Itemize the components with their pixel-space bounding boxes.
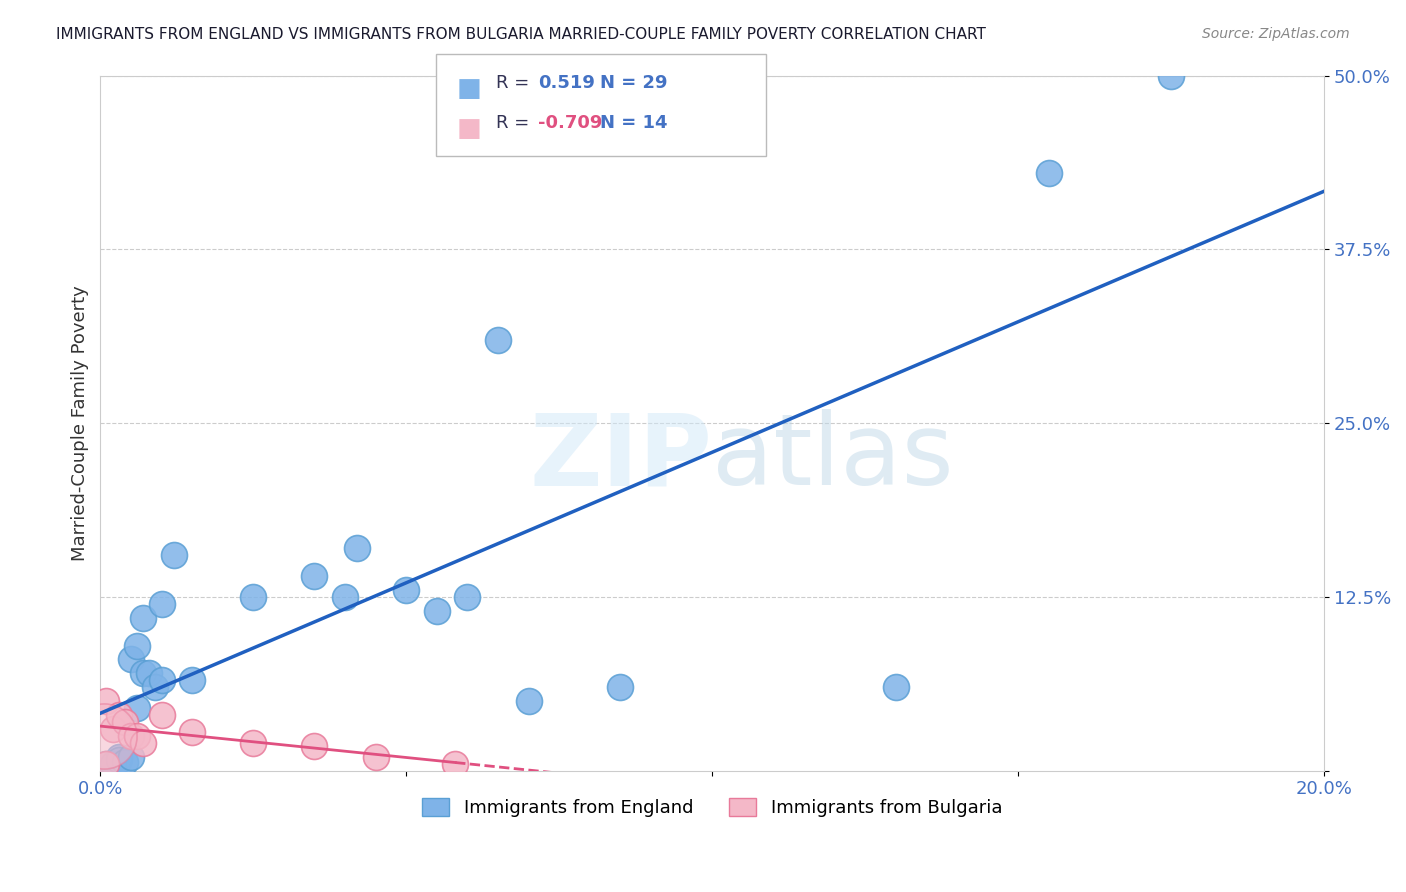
Point <box>114 714 136 729</box>
Text: -0.709: -0.709 <box>538 114 603 132</box>
Point <box>138 666 160 681</box>
Text: ■: ■ <box>457 116 482 142</box>
Point <box>96 756 118 771</box>
Legend: Immigrants from England, Immigrants from Bulgaria: Immigrants from England, Immigrants from… <box>415 790 1010 824</box>
Point <box>132 666 155 681</box>
Point <box>364 749 387 764</box>
Point <box>120 729 142 743</box>
Point <box>163 548 186 562</box>
Point <box>181 673 204 688</box>
Point <box>150 673 173 688</box>
Text: 0.519: 0.519 <box>538 74 595 92</box>
Point <box>517 694 540 708</box>
Point <box>304 739 326 753</box>
Text: R =: R = <box>496 114 530 132</box>
Point <box>486 333 509 347</box>
Point <box>101 756 124 771</box>
Y-axis label: Married-Couple Family Poverty: Married-Couple Family Poverty <box>72 285 89 561</box>
Point <box>107 749 129 764</box>
Point <box>150 708 173 723</box>
Point <box>242 590 264 604</box>
Text: ■: ■ <box>457 76 482 102</box>
Point <box>107 708 129 723</box>
Point <box>93 729 115 743</box>
Point <box>132 736 155 750</box>
Text: IMMIGRANTS FROM ENGLAND VS IMMIGRANTS FROM BULGARIA MARRIED-COUPLE FAMILY POVERT: IMMIGRANTS FROM ENGLAND VS IMMIGRANTS FR… <box>56 27 986 42</box>
Point <box>107 753 129 767</box>
Text: N = 14: N = 14 <box>600 114 668 132</box>
Point <box>333 590 356 604</box>
Point <box>101 722 124 736</box>
Text: R =: R = <box>496 74 530 92</box>
Point <box>426 604 449 618</box>
Text: N = 29: N = 29 <box>600 74 668 92</box>
Point <box>150 597 173 611</box>
Point <box>114 756 136 770</box>
Point <box>456 590 478 604</box>
Point <box>120 652 142 666</box>
Point <box>444 756 467 771</box>
Point <box>609 680 631 694</box>
Point <box>145 680 167 694</box>
Point <box>395 582 418 597</box>
Point <box>132 611 155 625</box>
Point <box>181 724 204 739</box>
Point <box>304 569 326 583</box>
Point <box>125 729 148 743</box>
Point <box>96 694 118 708</box>
Point <box>1160 69 1182 83</box>
Point <box>125 701 148 715</box>
Point <box>346 541 368 556</box>
Point <box>884 680 907 694</box>
Point <box>125 639 148 653</box>
Point <box>120 749 142 764</box>
Point <box>242 736 264 750</box>
Point <box>1038 166 1060 180</box>
Text: atlas: atlas <box>711 409 953 507</box>
Point <box>96 756 118 771</box>
Text: Source: ZipAtlas.com: Source: ZipAtlas.com <box>1202 27 1350 41</box>
Text: ZIP: ZIP <box>529 409 711 507</box>
